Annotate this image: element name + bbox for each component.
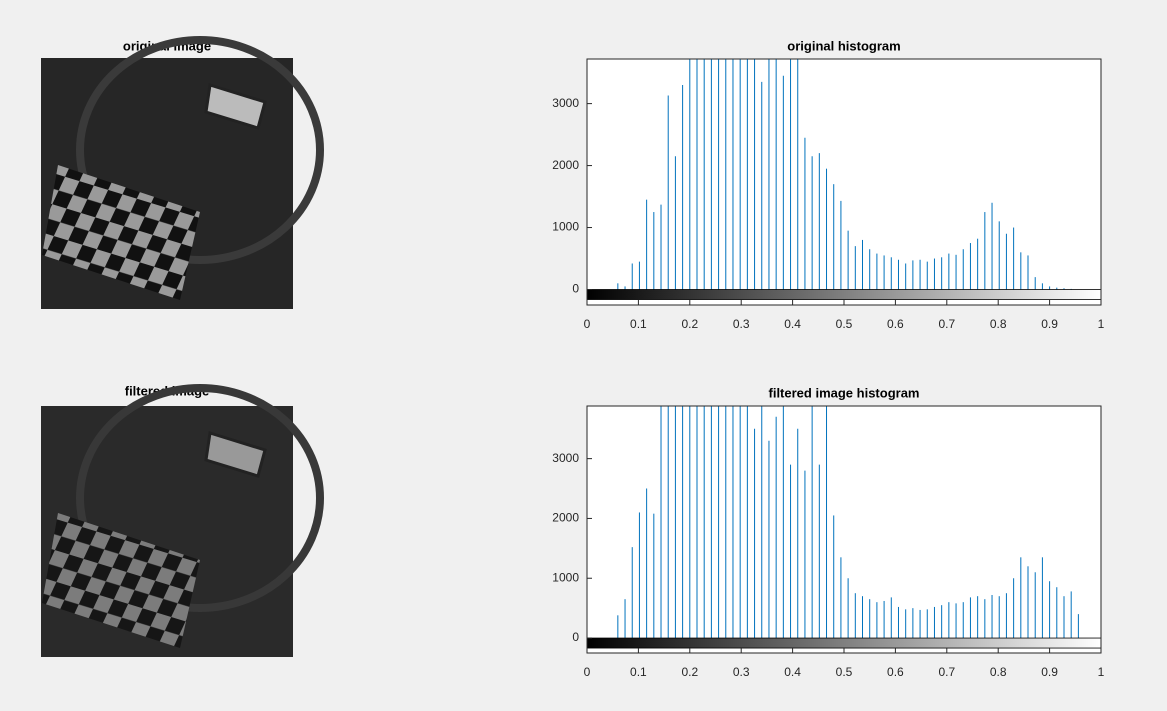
y-tick-label: 2000 <box>552 158 579 172</box>
chart-title: original histogram <box>787 38 900 53</box>
x-tick-label: 0 <box>584 665 591 679</box>
plot-area <box>587 406 1101 653</box>
chart-title: filtered image histogram <box>769 385 920 400</box>
x-tick-label: 0.6 <box>887 317 904 331</box>
x-tick-label: 0.2 <box>681 317 698 331</box>
y-tick-label: 3000 <box>552 96 579 110</box>
x-tick-label: 0.5 <box>836 665 853 679</box>
x-tick-label: 0.7 <box>938 665 955 679</box>
x-tick-label: 0.2 <box>681 665 698 679</box>
x-tick-label: 1 <box>1098 317 1105 331</box>
y-tick-label: 1000 <box>552 570 579 584</box>
x-tick-label: 0.4 <box>784 317 801 331</box>
y-tick-label: 0 <box>572 282 579 296</box>
histogram-axes: filtered image histogram 0 1000 2000 3000 0 0.… <box>552 385 1105 679</box>
axes-box <box>586 405 1102 654</box>
plot-area <box>587 59 1101 305</box>
x-tick-label: 0.8 <box>990 317 1007 331</box>
y-tick-label: 0 <box>572 630 579 644</box>
x-tick-label: 0 <box>584 317 591 331</box>
original-image <box>41 36 324 309</box>
x-tick-label: 0.4 <box>784 665 801 679</box>
stems <box>617 406 1079 639</box>
x-tick-label: 0.9 <box>1041 665 1058 679</box>
stems <box>617 59 1072 290</box>
x-tick-label: 0.6 <box>887 665 904 679</box>
histogram-axes: original histogram 0 1000 2000 3000 0 0.1 0.2 0.… <box>552 38 1105 331</box>
y-tick-label: 1000 <box>552 220 579 234</box>
x-tick-label: 0.3 <box>733 317 750 331</box>
x-tick-label: 0.1 <box>630 317 647 331</box>
axes-box <box>586 58 1102 306</box>
x-tick-label: 1 <box>1098 665 1105 679</box>
x-tick-label: 0.3 <box>733 665 750 679</box>
x-tick-label: 0.9 <box>1041 317 1058 331</box>
x-tick-label: 0.8 <box>990 665 1007 679</box>
x-tick-label: 0.7 <box>938 317 955 331</box>
x-tick-label: 0.5 <box>836 317 853 331</box>
grayscale-bar <box>586 637 1102 649</box>
filtered-image <box>41 384 324 657</box>
y-tick-label: 3000 <box>552 451 579 465</box>
y-tick-label: 2000 <box>552 511 579 525</box>
x-tick-label: 0.1 <box>630 665 647 679</box>
grayscale-bar <box>586 289 1102 300</box>
